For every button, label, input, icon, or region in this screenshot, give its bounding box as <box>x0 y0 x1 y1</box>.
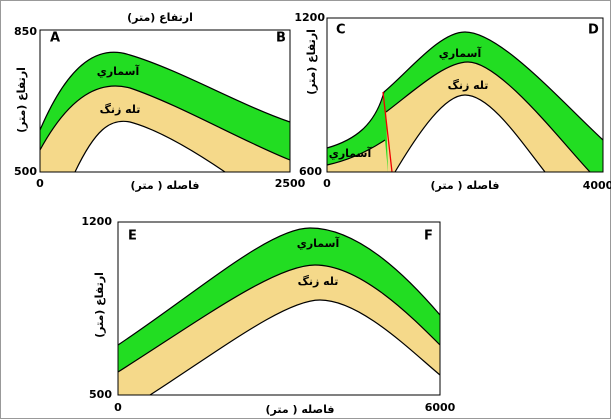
upper-top-edge <box>326 31 604 149</box>
layer-label: آسماري <box>97 64 140 78</box>
section-ab: ارتفاع (متر) ارتفاع (متر) فاصله ( متر) 8… <box>14 11 306 192</box>
layer-label: تله زنگ <box>298 274 339 288</box>
y-label: ارتفاع (متر) <box>305 29 318 95</box>
layer-label: تله زنگ <box>448 78 489 92</box>
layer-label: آسماري <box>297 236 340 250</box>
corner-label: D <box>588 23 599 38</box>
fault-line <box>382 91 393 173</box>
frame <box>117 221 441 396</box>
section-ef: ارتفاع (متر) فاصله ( متر) 1200 500 0 600… <box>81 215 455 416</box>
y-label: ارتفاع (متر) <box>15 67 28 133</box>
frame <box>326 17 604 173</box>
layer-label: آسماري <box>439 46 482 60</box>
x-right: 2500 <box>275 177 306 190</box>
corner-label: E <box>128 229 137 244</box>
x-left: 0 <box>114 401 122 414</box>
y-label: ارتفاع (متر) <box>93 272 106 338</box>
x-label: فاصله ( متر) <box>131 179 200 192</box>
layer-label: تله زنگ <box>100 102 141 116</box>
title: ارتفاع (متر) <box>127 11 193 24</box>
y-top: 1200 <box>81 215 112 228</box>
base-area <box>395 95 545 172</box>
lower-top-edge <box>117 264 441 373</box>
x-label: فاصله ( متر) <box>266 403 335 416</box>
y-bottom: 500 <box>14 165 37 178</box>
base-area <box>75 121 225 172</box>
lower-bottom-edge <box>394 94 546 173</box>
lower-bottom-edge <box>149 299 441 396</box>
lower-top-edge <box>385 61 591 173</box>
y-bottom: 600 <box>299 165 322 178</box>
upper-top-edge <box>117 227 441 346</box>
x-right: 4000 <box>583 179 611 192</box>
upper-top-edge <box>39 51 291 131</box>
base-area <box>150 300 440 395</box>
x-left: 0 <box>36 177 44 190</box>
lower-bottom-edge <box>74 120 226 173</box>
x-left: 0 <box>323 177 331 190</box>
section-cd: ارتفاع (متر) فاصله ( متر) 1200 600 0 400… <box>294 11 611 192</box>
corner-label: A <box>50 31 60 46</box>
layer-label: آسماري <box>329 146 372 160</box>
lower-top-edge <box>39 85 291 161</box>
corner-label: B <box>276 31 286 46</box>
corner-label: C <box>336 23 346 38</box>
y-bottom: 500 <box>89 388 112 401</box>
x-right: 6000 <box>425 401 456 414</box>
corner-label: F <box>424 229 433 244</box>
x-label: فاصله ( متر) <box>431 179 500 192</box>
y-top: 1200 <box>294 11 325 24</box>
lower-top-edge <box>326 139 386 166</box>
y-top: 850 <box>14 25 37 38</box>
frame <box>39 29 291 173</box>
